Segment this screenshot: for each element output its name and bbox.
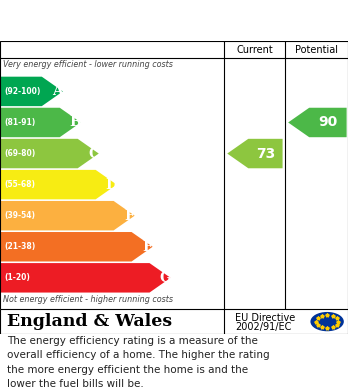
- Text: 73: 73: [256, 147, 275, 161]
- Text: (69-80): (69-80): [4, 149, 35, 158]
- Text: (21-38): (21-38): [4, 242, 35, 251]
- Text: E: E: [124, 209, 135, 223]
- Text: Very energy efficient - lower running costs: Very energy efficient - lower running co…: [3, 60, 173, 69]
- Text: C: C: [88, 147, 99, 161]
- Text: Potential: Potential: [295, 45, 338, 55]
- Text: England & Wales: England & Wales: [7, 313, 172, 330]
- Polygon shape: [0, 232, 153, 262]
- Text: (92-100): (92-100): [4, 87, 41, 96]
- Text: D: D: [105, 178, 118, 192]
- Ellipse shape: [310, 312, 344, 331]
- Text: F: F: [142, 240, 152, 254]
- Polygon shape: [0, 170, 117, 199]
- Polygon shape: [0, 77, 63, 106]
- Polygon shape: [0, 263, 171, 292]
- Polygon shape: [227, 139, 283, 168]
- Text: Current: Current: [237, 45, 273, 55]
- Text: Energy Efficiency Rating: Energy Efficiency Rating: [9, 14, 238, 32]
- Text: (81-91): (81-91): [4, 118, 35, 127]
- Polygon shape: [288, 108, 347, 137]
- Polygon shape: [0, 201, 135, 230]
- Text: 90: 90: [318, 115, 338, 129]
- Text: A: A: [52, 84, 63, 99]
- Text: Not energy efficient - higher running costs: Not energy efficient - higher running co…: [3, 296, 173, 305]
- Text: 2002/91/EC: 2002/91/EC: [235, 322, 291, 332]
- Text: EU Directive: EU Directive: [235, 313, 295, 323]
- Text: The energy efficiency rating is a measure of the
overall efficiency of a home. T: The energy efficiency rating is a measur…: [7, 336, 270, 389]
- Polygon shape: [0, 139, 99, 168]
- Text: B: B: [70, 115, 81, 129]
- Polygon shape: [0, 108, 81, 137]
- Text: (55-68): (55-68): [4, 180, 35, 189]
- Text: G: G: [159, 271, 171, 285]
- Text: (1-20): (1-20): [4, 273, 30, 282]
- Text: (39-54): (39-54): [4, 211, 35, 220]
